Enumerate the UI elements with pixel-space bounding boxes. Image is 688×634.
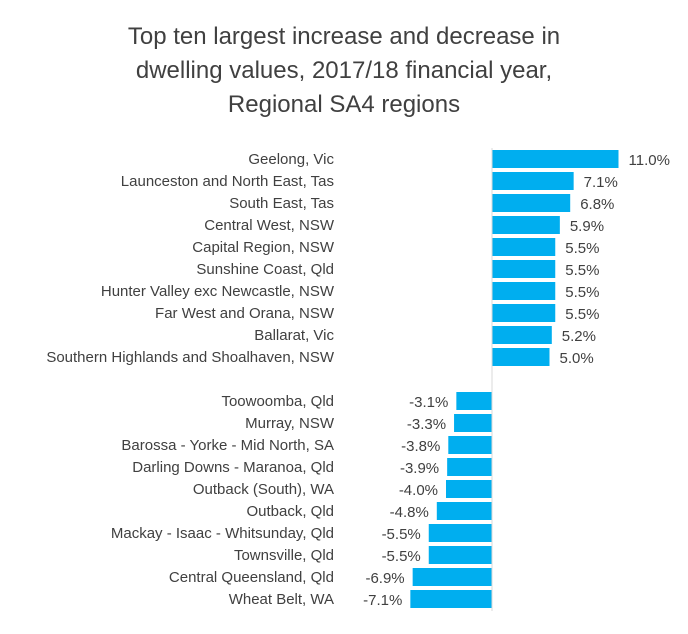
chart-title: Top ten largest increase and decrease in… [0,20,688,122]
data-label: 5.5% [565,284,599,301]
category-label: Barossa - Yorke - Mid North, SA [121,437,334,454]
category-label: Central Queensland, Qld [169,569,334,586]
bar [454,414,492,432]
bar [428,524,492,542]
bar [492,326,552,344]
chart-title-line-1: Top ten largest increase and decrease in [127,23,561,50]
bar [492,282,556,300]
bar [446,480,492,498]
data-label: -3.1% [409,394,448,411]
bar [448,436,492,454]
bar [492,150,619,168]
data-label: 5.9% [570,218,604,235]
bar [456,392,492,410]
bar [410,590,492,608]
data-label: -4.8% [390,504,429,521]
bar [447,458,492,476]
category-label: Townsville, Qld [234,547,334,564]
category-label: Murray, NSW [245,415,335,432]
bar [492,172,574,190]
data-label: -3.3% [407,416,446,433]
data-label: 5.2% [562,328,596,345]
data-label: 6.8% [580,196,614,213]
data-label: -7.1% [363,592,402,609]
bar [492,238,556,256]
category-label: Central West, NSW [204,217,335,234]
bar [492,304,556,322]
category-label: Far West and Orana, NSW [155,305,335,322]
bar [428,546,492,564]
category-label: South East, Tas [229,195,334,212]
data-label: 5.0% [560,350,594,367]
bar [412,568,492,586]
data-label: -5.5% [382,526,421,543]
category-label: Southern Highlands and Shoalhaven, NSW [46,349,335,366]
data-label: 11.0% [629,152,670,169]
chart-title-line-3: Regional SA4 regions [227,91,461,118]
category-label: Toowoomba, Qld [221,393,334,410]
data-label: 7.1% [584,174,618,191]
category-label: Wheat Belt, WA [229,591,334,608]
category-label: Hunter Valley exc Newcastle, NSW [101,283,335,300]
category-label: Ballarat, Vic [254,327,334,344]
data-label: 5.5% [565,262,599,279]
category-label: Mackay - Isaac - Whitsunday, Qld [111,525,334,542]
category-label: Launceston and North East, Tas [121,173,334,190]
data-label: -5.5% [382,548,421,565]
category-label: Outback (South), WA [193,481,334,498]
bar [492,216,560,234]
category-label: Darling Downs - Maranoa, Qld [132,459,334,476]
category-label: Sunshine Coast, Qld [196,261,334,278]
data-label: -3.8% [401,438,440,455]
bar [436,502,492,520]
category-label: Geelong, Vic [248,151,334,168]
bar [492,348,550,366]
data-label: -3.9% [400,460,439,477]
data-label: -6.9% [365,570,404,587]
category-label: Capital Region, NSW [192,239,335,256]
category-label: Outback, Qld [246,503,334,520]
chart-title-line-2: dwelling values, 2017/18 financial year, [135,57,553,84]
data-label: 5.5% [565,240,599,257]
data-label: 5.5% [565,306,599,323]
bar [492,194,571,212]
data-label: -4.0% [399,482,438,499]
bar [492,260,556,278]
